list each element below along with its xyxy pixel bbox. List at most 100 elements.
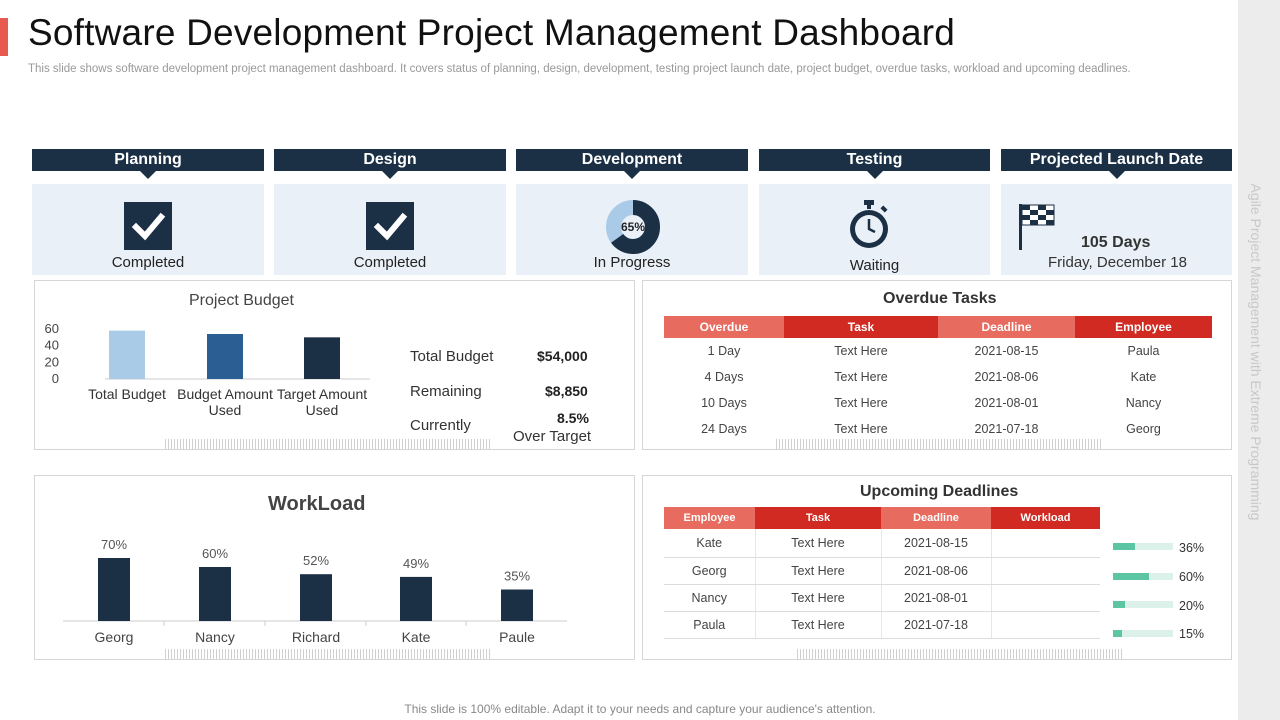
workload-chart: 70% Georg 60% Nancy 52% Richard 49% Kate 35% Paul… (63, 537, 567, 645)
col-header-employee: Employee (1075, 316, 1212, 338)
y-tick-label: 0 (52, 371, 59, 386)
y-tick-label: 60 (45, 321, 59, 336)
cell-task: Text Here (755, 584, 882, 612)
phase-card-testing: Waiting (759, 184, 990, 275)
cell-overdue: 1 Day (707, 344, 741, 358)
cell-task: Text Here (755, 557, 882, 585)
cell-deadline: 2021-08-15 (974, 344, 1039, 358)
phase-header-design: Design (274, 149, 506, 179)
budget-remaining-label: Remaining (410, 383, 482, 400)
phase-card-planning: Completed (32, 184, 264, 275)
upcoming-deadlines-panel: Upcoming Deadlines Employee Task Deadlin… (642, 475, 1232, 660)
upcoming-deadlines-title: Upcoming Deadlines (860, 483, 1019, 500)
cell-task: Text Here (755, 529, 882, 558)
col-header-task: Task (755, 507, 881, 529)
budget-bar (207, 334, 243, 379)
checkmark-icon (366, 202, 414, 250)
cell-workload (991, 611, 1100, 639)
table-row: Kate Text Here 2021-08-15 (664, 529, 1100, 558)
cell-deadline: 2021-08-01 (974, 396, 1039, 410)
table-row: 24 Days Text Here 2021-07-18 Georg (664, 416, 1212, 442)
project-budget-title: Project Budget (189, 292, 294, 309)
budget-total-label: Total Budget (410, 348, 494, 365)
cell-employee: Nancy (1125, 396, 1162, 410)
cell-deadline: 2021-08-06 (881, 557, 992, 585)
cell-deadline: 2021-08-01 (881, 584, 992, 612)
panel-stripe (165, 439, 490, 449)
workload-bar (400, 576, 432, 621)
cell-overdue: 24 Days (701, 422, 747, 436)
workload-bar (501, 589, 533, 621)
phase-header-testing: Testing (759, 149, 990, 179)
phase-status-testing: Waiting (849, 257, 900, 274)
phase-card-launch-date: 105 Days Friday, December 18 (1001, 184, 1232, 275)
col-header-overdue: Overdue (664, 316, 784, 338)
table-row: Paula Text Here 2021-07-18 (664, 611, 1100, 639)
workload-data-label: 35% (504, 569, 530, 584)
cell-employee: Georg (1126, 422, 1161, 436)
page-title: Software Development Project Management … (28, 12, 956, 53)
workload-data-label: 60% (202, 546, 228, 561)
y-tick-label: 40 (45, 338, 59, 353)
donut-progress-icon: 65% (606, 200, 660, 254)
budget-current-suffix: Over Target (513, 428, 592, 445)
workload-progress-fill (1113, 630, 1122, 637)
project-budget-panel: Project Budget 0 20 40 60 Total Budget Budget… (34, 280, 635, 450)
workload-progress-fill (1113, 543, 1135, 550)
x-category-label: Used (306, 402, 339, 418)
footer-note: This slide is 100% editable. Adapt it to… (404, 702, 876, 716)
panel-stripe (776, 439, 1101, 449)
cell-employee: Kate (1130, 370, 1157, 384)
phase-status-design: Completed (353, 254, 427, 271)
donut-progress-label: 65% (621, 220, 645, 234)
col-header-deadline: Deadline (938, 316, 1075, 338)
overdue-tasks-title: Overdue Tasks (883, 290, 997, 307)
cell-task: Text Here (834, 370, 888, 384)
title-accent-bar (0, 18, 8, 56)
workload-progress-label: 60% (1179, 570, 1205, 584)
workload-category-label: Paule (499, 629, 535, 645)
workload-title: WorkLoad (268, 493, 366, 515)
cell-task: Text Here (834, 422, 888, 436)
workload-panel: WorkLoad 70% Georg 60% Nancy 52% Richard 49% Ka… (34, 475, 635, 660)
col-header-task: Task (784, 316, 938, 338)
cell-workload (991, 557, 1100, 585)
table-row: Georg Text Here 2021-08-06 (664, 557, 1100, 585)
workload-bar (199, 567, 231, 621)
cell-task: Text Here (834, 396, 888, 410)
cell-task: Text Here (834, 344, 888, 358)
cell-overdue: 10 Days (701, 396, 747, 410)
workload-category-label: Richard (292, 629, 340, 645)
workload-data-label: 52% (303, 553, 329, 568)
cell-task: Text Here (755, 611, 882, 639)
page-subtitle: This slide shows software development pr… (28, 63, 1131, 75)
workload-bar (98, 558, 130, 621)
checkmark-icon (124, 202, 172, 250)
panel-stripe (797, 649, 1122, 659)
budget-current-value: 8.5% (557, 410, 589, 426)
workload-bar (300, 574, 332, 621)
cell-workload (991, 584, 1100, 612)
budget-total-value: $54,000 (537, 348, 588, 364)
y-tick-label: 20 (45, 354, 59, 369)
side-caption: Agile Project Management with Extreme Pr… (1248, 183, 1264, 521)
workload-data-label: 49% (403, 556, 429, 571)
workload-category-label: Nancy (195, 629, 235, 645)
checkered-flag-icon (1019, 204, 1055, 250)
cell-workload (991, 529, 1100, 558)
x-category-label: Target Amount (277, 386, 367, 402)
phase-header-planning: Planning (32, 149, 264, 179)
phase-status-planning: Completed (111, 254, 185, 271)
workload-category-label: Kate (402, 629, 431, 645)
workload-progress-label: 20% (1179, 599, 1205, 613)
phase-header-launch-date: Projected Launch Date (1001, 149, 1232, 179)
table-row: Nancy Text Here 2021-08-01 (664, 584, 1100, 612)
overdue-tasks-table: Overdue Task Deadline Employee 1 Day Tex… (664, 316, 1212, 442)
side-band (1238, 0, 1280, 720)
x-category-label: Total Budget (88, 386, 166, 402)
upcoming-deadlines-table: Employee Task Deadline Workload Kate Tex… (664, 507, 1100, 639)
budget-bar (304, 337, 340, 379)
cell-employee: Georg (664, 557, 756, 585)
cell-overdue: 4 Days (704, 370, 744, 384)
phase-card-design: Completed (274, 184, 506, 275)
